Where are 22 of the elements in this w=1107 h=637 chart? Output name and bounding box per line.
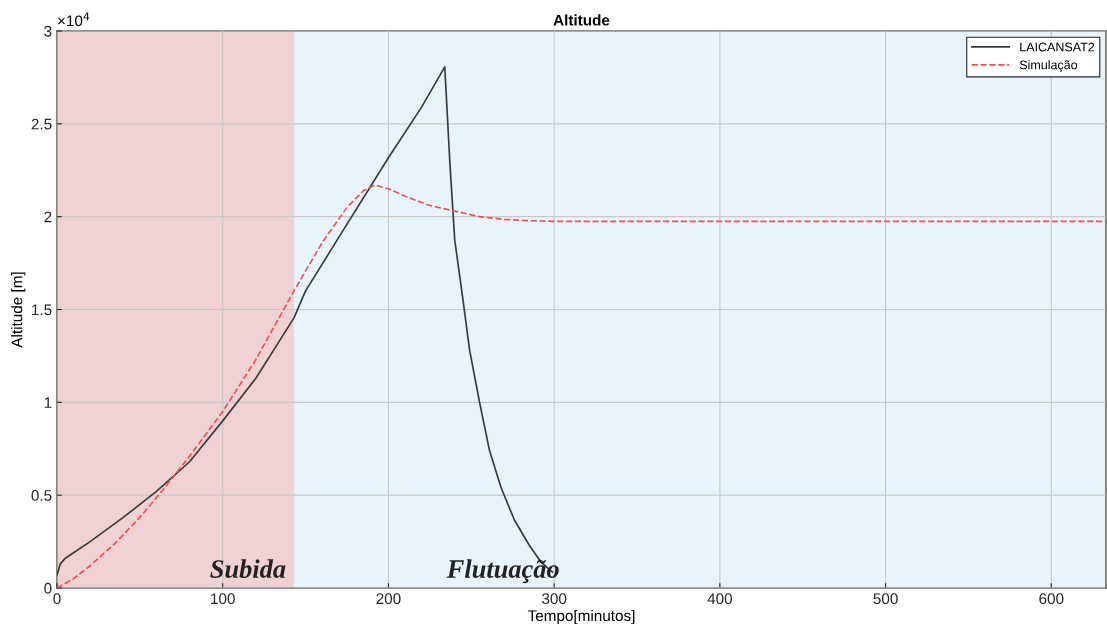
- x-tick-label: 300: [542, 593, 567, 605]
- band-label: Flutuação: [446, 559, 559, 584]
- x-axis-title: Tempo[minutos]: [527, 609, 635, 625]
- x-tick-label: 100: [211, 593, 235, 605]
- band-label: Subida: [210, 559, 286, 578]
- text: ×10$^{4}$: [58, 12, 90, 27]
- legend-label: Simulação: [1019, 60, 1078, 72]
- x-tick-label: 400: [707, 593, 733, 605]
- y-tick-label: 1.5: [32, 304, 52, 316]
- x-tick-label: 600: [1039, 593, 1064, 605]
- x-tick-label: 500: [873, 593, 898, 605]
- y-tick-label: 2: [44, 211, 52, 223]
- y-tick-label: 3: [44, 25, 52, 37]
- chart-title: Altitude: [553, 14, 610, 26]
- x-tick-label: 200: [376, 593, 401, 605]
- y-tick-label: 2.5: [31, 118, 52, 130]
- legend-label: LAICANSAT2: [1020, 42, 1095, 52]
- x-tick-label: 0: [53, 593, 61, 605]
- y-tick-label: 0: [44, 582, 52, 594]
- y-axis-title: Altitude [m]: [11, 272, 26, 348]
- y-tick-label: 0.5: [31, 490, 52, 501]
- y-tick-label: 1: [44, 397, 52, 408]
